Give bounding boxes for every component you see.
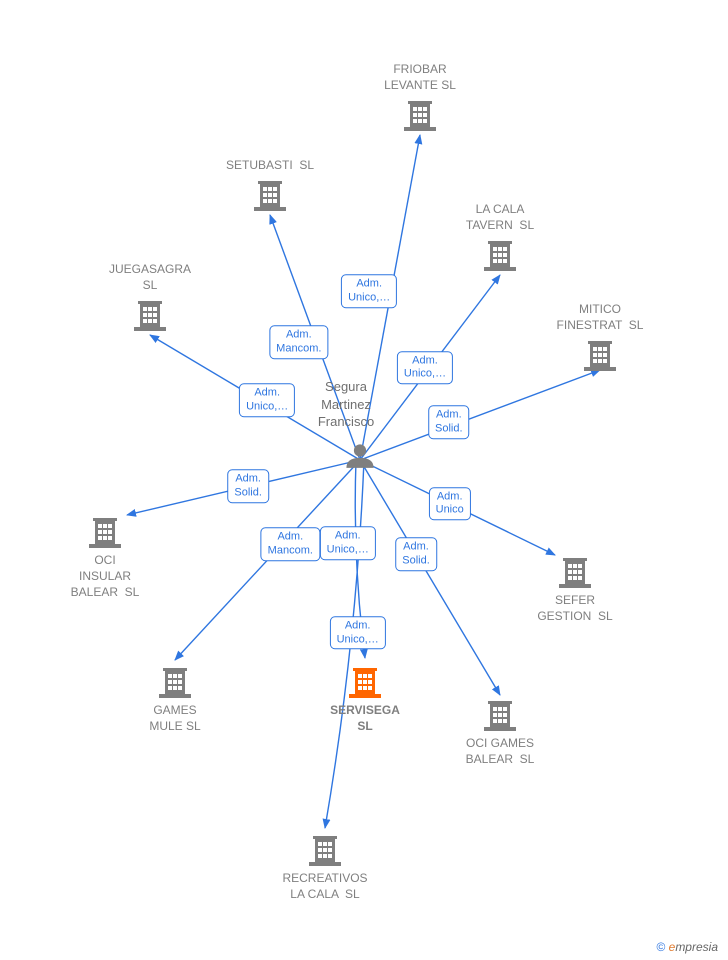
building-icon[interactable] bbox=[584, 341, 616, 371]
edge-label: Adm. Solid. bbox=[428, 405, 470, 439]
node-label: SETUBASTI SL bbox=[226, 157, 314, 173]
diagram-svg bbox=[0, 0, 728, 960]
center-label: Segura Martinez Francisco bbox=[318, 378, 374, 431]
node-label: RECREATIVOS LA CALA SL bbox=[282, 870, 367, 902]
edge-label: Adm. Unico bbox=[429, 487, 471, 521]
edge bbox=[360, 370, 600, 460]
building-icon[interactable] bbox=[309, 836, 341, 866]
node-label: SEFER GESTION SL bbox=[537, 592, 612, 624]
building-icon[interactable] bbox=[484, 241, 516, 271]
node-label: LA CALA TAVERN SL bbox=[466, 201, 534, 233]
building-icon[interactable] bbox=[559, 558, 591, 588]
edge-label: Adm. Mancom. bbox=[269, 326, 328, 360]
building-icon[interactable] bbox=[134, 301, 166, 331]
node-label: FRIOBAR LEVANTE SL bbox=[384, 61, 456, 93]
edge-label: Adm. Mancom. bbox=[261, 527, 320, 561]
building-icon[interactable] bbox=[349, 668, 381, 698]
edge-label: Adm. Solid. bbox=[227, 470, 269, 504]
building-icon[interactable] bbox=[89, 518, 121, 548]
edge-label: Adm. Unico,… bbox=[239, 383, 295, 417]
edge-label: Adm. Solid. bbox=[395, 537, 437, 571]
copyright-symbol: © bbox=[656, 940, 665, 954]
node-label: JUEGASAGRA SL bbox=[109, 261, 191, 293]
edge-label: Adm. Unico,… bbox=[330, 616, 386, 650]
building-icon[interactable] bbox=[254, 181, 286, 211]
building-icon[interactable] bbox=[484, 701, 516, 731]
building-icon[interactable] bbox=[404, 101, 436, 131]
edge-label: Adm. Unico,… bbox=[320, 526, 376, 560]
node-label: OCI GAMES BALEAR SL bbox=[466, 735, 535, 767]
node-label: GAMES MULE SL bbox=[149, 702, 200, 734]
node-label: OCI INSULAR BALEAR SL bbox=[71, 552, 140, 601]
footer: © empresia bbox=[656, 940, 718, 954]
edge-label: Adm. Unico,… bbox=[341, 274, 397, 308]
node-label: SERVISEGA SL bbox=[330, 702, 400, 734]
edge-label: Adm. Unico,… bbox=[397, 351, 453, 385]
node-label: MITICO FINESTRAT SL bbox=[557, 301, 644, 333]
building-icon[interactable] bbox=[159, 668, 191, 698]
brand-rest: mpresia bbox=[675, 940, 718, 954]
